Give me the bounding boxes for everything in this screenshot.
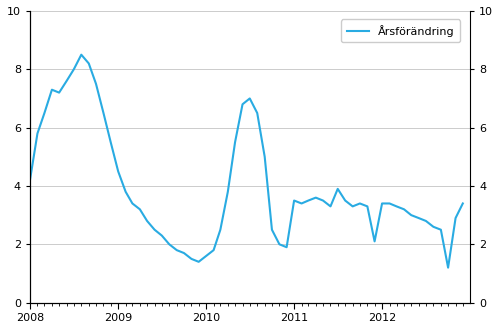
Legend: Årsförändring: Årsförändring [341, 19, 460, 43]
